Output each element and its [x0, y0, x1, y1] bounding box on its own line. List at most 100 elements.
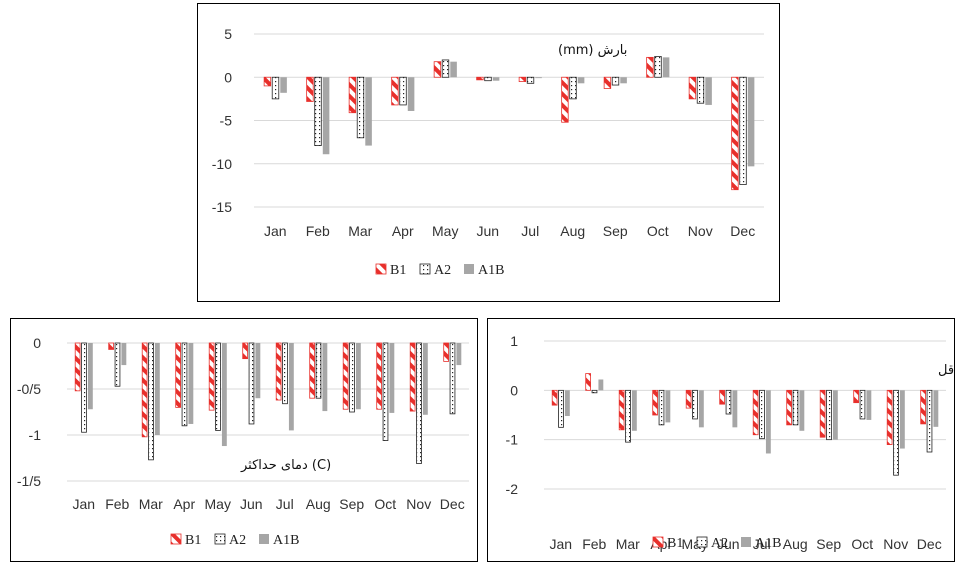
x-tick-tmin-Aug: Aug [783, 536, 808, 552]
bar-precip-A2-Jul [526, 76, 535, 84]
bar-precip-A2-May [441, 59, 450, 78]
legend-swatch-tmin-B1 [652, 536, 664, 548]
bar-tmax-B1-Nov [409, 342, 416, 412]
x-tick-precip-Jul: Jul [521, 223, 539, 239]
x-tick-precip-Aug: Aug [560, 223, 585, 239]
bar-tmin-A1B-Nov [899, 390, 905, 449]
bar-precip-B1-Sep [603, 76, 612, 89]
chart-precipitation-svg: 5 0 -5 -10 -15 Jan Feb Mar Apr May Jun Jul Aug Sep Oct… [212, 26, 764, 278]
legend-swatch-tmax-A1B [259, 534, 269, 544]
bar-precip-A2-Apr [399, 76, 407, 106]
bar-tmax-A1B-Nov [422, 343, 428, 415]
x-tick-tmin-Oct: Oct [851, 536, 873, 552]
legend-swatch-tmin-A2 [696, 536, 708, 548]
bar-tmin-B1-Apr [652, 389, 658, 416]
bar-precip-A1B-Jun [492, 77, 500, 81]
bar-tmax-A1B-Apr [188, 343, 194, 424]
bar-tmin-A1B-Jun [732, 390, 738, 428]
bar-precip-A2-Jan [271, 76, 280, 100]
bar-precip-A1B-Oct [662, 57, 670, 78]
bar-tmin-A1B-May [698, 390, 704, 428]
bar-precip-A2-Oct [654, 56, 662, 78]
bar-tmin-A2-Aug [792, 389, 799, 426]
bar-tmin-A2-Oct [859, 389, 866, 420]
bar-tmin-A2-Nov [893, 389, 899, 476]
bar-tmin-B1-Dec [920, 389, 926, 425]
x-tick-tmin-Sep: Sep [816, 536, 841, 552]
y-tick-tmax-0: 0 [33, 335, 41, 351]
bar-tmax-A1B-Mar [154, 343, 160, 435]
legend-swatch-tmax-A2 [214, 533, 226, 545]
x-tick-precip-Sep: Sep [603, 223, 628, 239]
bar-tmax-A1B-Dec [456, 343, 462, 366]
legend-label-tmax-A2: A2 [229, 533, 246, 548]
legend-swatch-precip-A2 [419, 263, 431, 275]
x-tick-tmax-Jun: Jun [240, 496, 263, 512]
bar-precip-B1-Aug [561, 76, 569, 123]
x-tick-tmax-Sep: Sep [339, 496, 364, 512]
legend-swatch-tmax-B1 [170, 533, 182, 545]
bar-tmax-B1-Apr [175, 342, 181, 408]
bar-tmin-B1-Jun [719, 389, 725, 405]
bar-precip-B1-Jan [263, 76, 272, 87]
bar-precip-A1B-Sep [620, 77, 627, 84]
bar-tmin-B1-Nov [886, 389, 893, 446]
y-tick-precip-4: -15 [212, 199, 232, 215]
x-tick-tmax-Oct: Oct [374, 496, 396, 512]
x-tick-tmin-Jun: Jun [717, 536, 740, 552]
bar-precip-B1-Dec [731, 76, 739, 191]
bar-tmax-A2-Mar [148, 342, 154, 461]
bar-tmax-A1B-Aug [322, 343, 328, 412]
bar-precip-A1B-Aug [577, 77, 585, 84]
bar-tmax-A2-Feb [114, 342, 121, 387]
bar-tmax-A2-Oct [382, 342, 389, 441]
bar-tmin-A2-May [692, 389, 698, 420]
x-tick-tmax-Feb: Feb [105, 496, 129, 512]
x-tick-precip-May: May [432, 223, 458, 239]
y-tick-precip-3: -10 [212, 156, 232, 172]
x-tick-tmin-Mar: Mar [616, 536, 640, 552]
bar-precip-B1-Feb [306, 76, 314, 102]
x-tick-tmax-Apr: Apr [173, 496, 195, 512]
x-tick-tmin-Nov: Nov [883, 536, 908, 552]
y-tick-precip-1: 0 [224, 69, 232, 85]
y-tick-precip-0: 5 [224, 26, 232, 42]
x-tick-precip-Apr: Apr [392, 223, 414, 239]
legend-swatch-tmin-A1B [741, 537, 751, 547]
bar-tmin-A1B-Oct [866, 390, 872, 420]
x-tick-tmin-Feb: Feb [582, 536, 606, 552]
bar-tmax-B1-Aug [309, 342, 315, 399]
y-tick-tmin-2: -1 [506, 432, 519, 448]
bar-tmax-A1B-Sep [355, 343, 361, 410]
legend-label-tmax-A1B: A1B [273, 533, 299, 548]
bar-precip-A1B-May [450, 61, 457, 78]
x-tick-precip-Jan: Jan [264, 223, 287, 239]
bar-tmin-A2-Jun [725, 389, 732, 415]
x-tick-tmax-Jul: Jul [276, 496, 294, 512]
x-tick-tmax-May: May [205, 496, 231, 512]
bar-tmax-A2-Jul [282, 342, 288, 405]
bar-precip-A1B-Jan [280, 77, 287, 93]
bar-tmin-B1-Jul [752, 389, 759, 436]
bar-precip-A1B-Nov [705, 77, 712, 105]
bar-tmin-A1B-Apr [665, 390, 671, 423]
bar-tmin-B1-Feb [585, 373, 591, 391]
bar-tmax-A1B-May [221, 343, 227, 447]
annotation-tmax: (C) دمای حداکثر [240, 458, 331, 473]
y-tick-tmin-1: 0 [510, 382, 518, 398]
bar-tmax-B1-Jun [242, 342, 248, 360]
y-tick-tmin-3: -2 [506, 481, 519, 497]
bar-tmin-A2-Jul [759, 389, 765, 440]
bar-precip-A1B-Jul [535, 77, 542, 79]
bar-precip-B1-Apr [391, 76, 399, 106]
bar-tmin-A1B-Jan [564, 390, 570, 416]
bar-tmax-A1B-Jun [255, 343, 261, 399]
bar-precip-A2-Aug [569, 76, 577, 100]
bar-precip-B1-Jul [518, 76, 527, 82]
legend-swatch-precip-B1 [375, 263, 387, 275]
bar-precip-A1B-Mar [365, 77, 372, 146]
legend-label-tmax-B1: B1 [185, 533, 201, 548]
x-tick-tmin-Jan: Jan [549, 536, 572, 552]
bar-precip-A2-Dec [739, 76, 747, 185]
bar-tmax-A2-Jan [81, 342, 87, 433]
